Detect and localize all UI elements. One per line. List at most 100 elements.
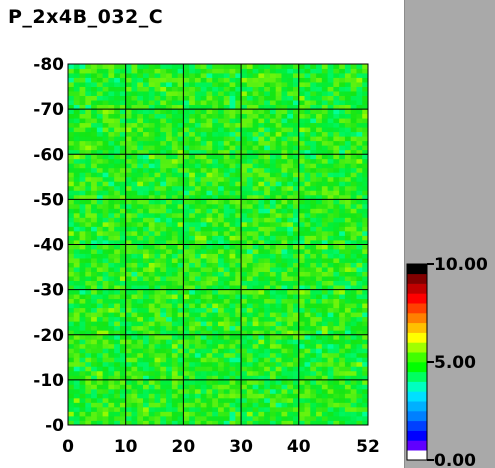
heatmap-cell — [79, 393, 86, 399]
heatmap-cell — [246, 185, 254, 191]
heatmap-cell — [264, 181, 271, 187]
heatmap-cell — [218, 307, 225, 313]
heatmap-cell — [316, 352, 323, 358]
heatmap-cell — [102, 339, 109, 345]
heatmap-cell — [339, 366, 346, 372]
heatmap-cell — [154, 258, 161, 263]
heatmap-cell — [264, 316, 271, 322]
heatmap-cell — [258, 411, 265, 417]
heatmap-cell — [356, 208, 363, 214]
heatmap-cell — [177, 253, 184, 259]
heatmap-cell — [316, 411, 323, 417]
heatmap-cell — [339, 393, 346, 399]
heatmap-cell — [281, 352, 288, 358]
heatmap-cell — [73, 127, 80, 133]
heatmap-cell — [177, 194, 184, 200]
heatmap-cell — [252, 303, 259, 309]
heatmap-cell — [298, 357, 305, 363]
heatmap-cell — [131, 118, 138, 124]
heatmap-cell — [131, 420, 138, 426]
heatmap-cell — [275, 167, 282, 173]
heatmap-cell — [218, 379, 225, 385]
heatmap-cell — [125, 258, 132, 263]
heatmap-cell — [91, 262, 98, 268]
heatmap-cell — [154, 384, 161, 390]
heatmap-cell — [143, 262, 150, 268]
heatmap-cell — [96, 235, 104, 241]
heatmap-cell — [344, 163, 352, 169]
heatmap-cell — [91, 289, 98, 295]
heatmap-cell — [206, 82, 213, 87]
heatmap-cell — [114, 118, 121, 124]
heatmap-cell — [316, 145, 323, 151]
heatmap-cell — [327, 163, 334, 169]
heatmap-cell — [177, 397, 184, 403]
heatmap-cell — [206, 158, 213, 164]
heatmap-cell — [143, 230, 150, 236]
heatmap-cell — [287, 388, 294, 394]
heatmap-cell — [362, 230, 369, 236]
heatmap-cell — [327, 221, 334, 227]
heatmap-cell — [287, 361, 294, 367]
heatmap-cell — [293, 226, 300, 232]
heatmap-cell — [356, 91, 363, 96]
heatmap-cell — [316, 230, 323, 236]
heatmap-cell — [344, 172, 352, 178]
heatmap-cell — [131, 185, 138, 191]
heatmap-cell — [114, 190, 121, 196]
heatmap-cell — [166, 330, 173, 336]
heatmap-cell — [166, 334, 173, 340]
heatmap-cell — [79, 411, 86, 417]
heatmap-cell — [321, 271, 329, 277]
heatmap-cell — [125, 339, 132, 345]
heatmap-cell — [241, 239, 248, 245]
heatmap-cell — [269, 339, 277, 345]
heatmap-cell — [206, 348, 213, 354]
heatmap-cell — [85, 239, 92, 245]
heatmap-cell — [339, 64, 346, 69]
heatmap-cell — [287, 172, 294, 178]
heatmap-cell — [68, 154, 75, 160]
heatmap-cell — [137, 379, 144, 385]
heatmap-cell — [252, 312, 259, 318]
heatmap-cell — [171, 221, 179, 227]
heatmap-cell — [310, 131, 317, 137]
heatmap-cell — [143, 82, 150, 87]
heatmap-cell — [362, 271, 369, 277]
heatmap-cell — [362, 312, 369, 318]
heatmap-cell — [252, 100, 259, 106]
heatmap-cell — [212, 181, 219, 187]
heatmap-cell — [212, 330, 219, 336]
heatmap-cell — [212, 415, 219, 421]
heatmap-cell — [125, 86, 132, 92]
heatmap-cell — [125, 276, 132, 281]
heatmap-cell — [321, 100, 329, 106]
heatmap-cell — [229, 113, 236, 119]
heatmap-cell — [189, 131, 196, 137]
heatmap-cell — [160, 113, 167, 119]
heatmap-cell — [200, 370, 207, 376]
heatmap-cell — [362, 167, 369, 173]
heatmap-cell — [269, 402, 277, 408]
heatmap-cell — [96, 402, 104, 408]
heatmap-cell — [293, 145, 300, 151]
heatmap-cell — [85, 379, 92, 385]
heatmap-cell — [362, 73, 369, 78]
heatmap-cell — [275, 294, 282, 300]
heatmap-cell — [137, 172, 144, 178]
heatmap-cell — [200, 249, 207, 254]
heatmap-cell — [241, 415, 248, 421]
heatmap-cell — [223, 330, 230, 336]
heatmap-cell — [218, 91, 225, 96]
heatmap-cell — [160, 199, 167, 205]
heatmap-cell — [108, 325, 115, 331]
heatmap-cell — [79, 212, 86, 218]
heatmap-cell — [223, 131, 230, 137]
heatmap-cell — [114, 73, 121, 78]
heatmap-cell — [206, 384, 213, 390]
heatmap-cell — [137, 149, 144, 155]
heatmap-cell — [131, 86, 138, 92]
heatmap-cell — [269, 411, 277, 417]
heatmap-cell — [194, 154, 202, 160]
heatmap-cell — [102, 321, 109, 327]
